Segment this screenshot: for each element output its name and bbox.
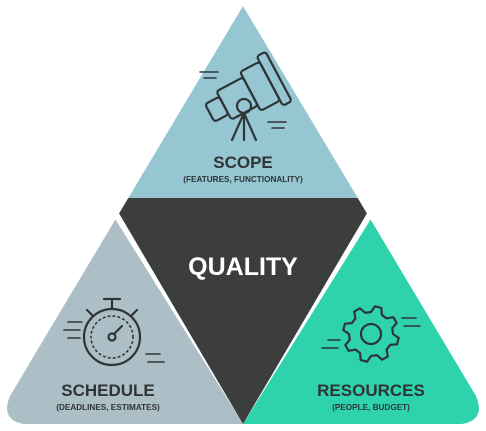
scope-title: SCOPE (213, 153, 273, 172)
resources-subtitle: (PEOPLE, BUDGET) (332, 403, 410, 412)
gear-icon (321, 305, 421, 363)
telescope-icon (199, 51, 292, 142)
schedule-subtitle: (DEADLINES, ESTIMATES) (56, 403, 160, 412)
schedule-title: SCHEDULE (61, 381, 155, 400)
resources-title: RESOURCES (317, 381, 425, 400)
scope-subtitle: (FEATURES, FUNCTIONALITY) (183, 175, 303, 184)
quality-label: QUALITY (188, 253, 298, 281)
resources-segment (243, 198, 479, 424)
quality-segment (110, 198, 376, 424)
stopwatch-icon (63, 297, 165, 367)
